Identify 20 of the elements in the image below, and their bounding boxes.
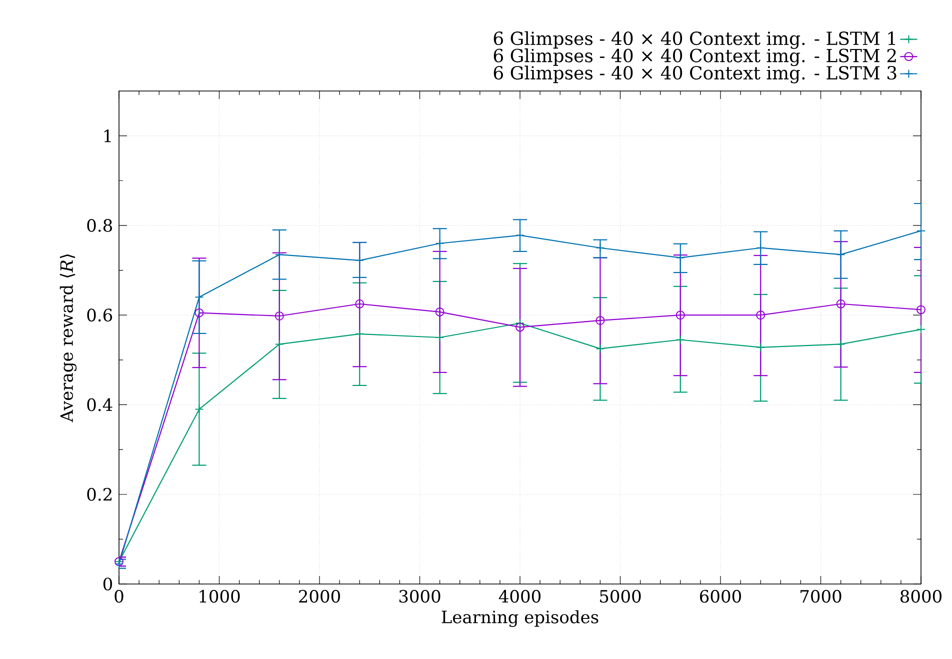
x-tick-label: 3000: [399, 590, 440, 603]
legend-label: 6 Glimpses - 40 × 40 Context img. - LSTM 2: [494, 48, 896, 66]
y-tick-label: 0.6: [87, 308, 112, 322]
x-tick-label: 6000: [700, 590, 741, 603]
x-tick-label: 8000: [900, 590, 942, 603]
x-tick-label: 1000: [200, 590, 240, 603]
y-tick-label: 0.2: [87, 488, 112, 501]
x-tick-label: 7000: [800, 590, 842, 603]
x-tick-label: 4000: [498, 590, 540, 603]
y-tick-label: 0.8: [87, 219, 112, 232]
y-tick-label: 1: [104, 130, 111, 142]
legend-label: 6 Glimpses - 40 × 40 Context img. - LSTM 1: [494, 31, 896, 49]
y-axis-title: Average reward ⟨R⟩: [60, 254, 77, 422]
x-tick-label: 2000: [299, 590, 340, 603]
legend-label: 6 Glimpses - 40 × 40 Context img. - LSTM 3: [494, 66, 896, 84]
x-axis-title: Learning episodes: [442, 610, 598, 627]
y-tick-label: 0: [103, 578, 112, 590]
x-tick-label: 0: [114, 590, 124, 603]
y-tick-label: 0.4: [87, 398, 112, 412]
x-tick-label: 5000: [600, 590, 641, 603]
